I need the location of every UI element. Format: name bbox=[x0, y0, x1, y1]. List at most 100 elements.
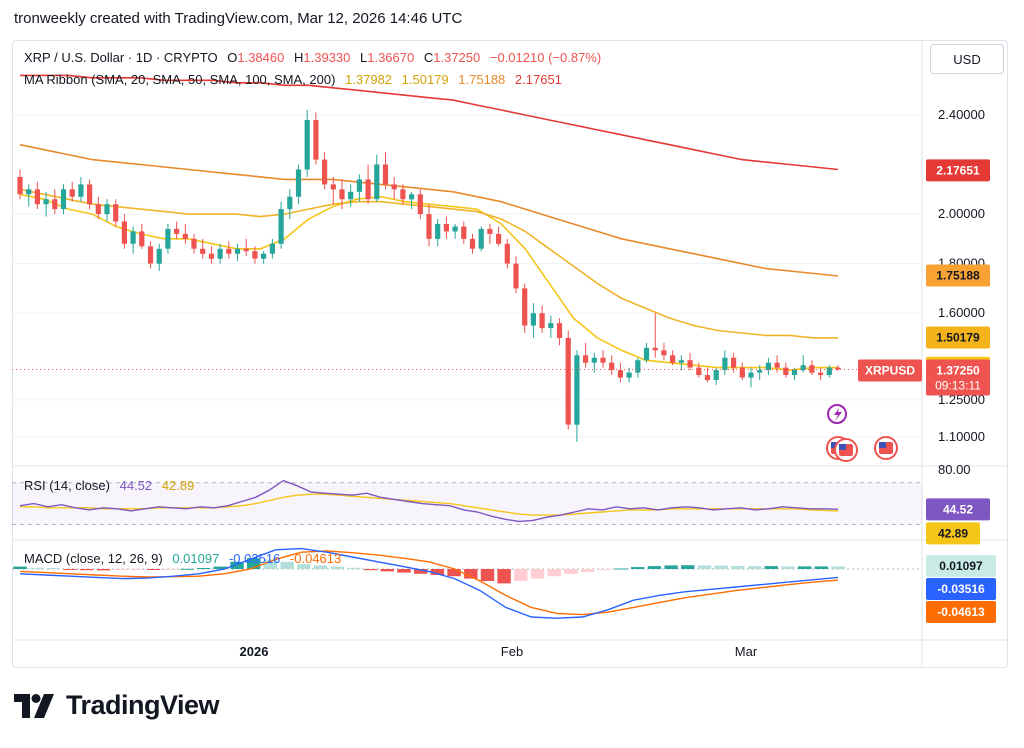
tradingview-mark-icon bbox=[14, 693, 54, 718]
macd-signal-badge-bg bbox=[926, 601, 996, 623]
macd-histogram-bar bbox=[180, 568, 194, 570]
candle-body bbox=[400, 189, 406, 200]
candle-body bbox=[295, 169, 302, 197]
currency-button[interactable]: USD bbox=[930, 44, 1004, 74]
rsi-line bbox=[19, 479, 839, 523]
candle-body bbox=[208, 253, 214, 259]
candle-body bbox=[374, 164, 380, 200]
close-label: C1.37250 bbox=[423, 50, 481, 65]
macd-histogram-bar bbox=[313, 565, 328, 569]
macd-histogram-bar bbox=[464, 569, 478, 579]
candle-body bbox=[200, 248, 206, 254]
chart-attribution: tronweekly created with TradingView.com,… bbox=[14, 10, 463, 27]
macd-histogram-bar bbox=[831, 566, 845, 569]
candle-body bbox=[269, 243, 275, 254]
symbol-badge-bg bbox=[858, 359, 922, 382]
macd-histogram-bar bbox=[30, 567, 44, 569]
chart-frame bbox=[12, 40, 1008, 668]
low-label: L1.36670 bbox=[360, 50, 415, 65]
candle-body bbox=[69, 189, 75, 197]
rsi-legend: RSI (14, close) 44.52 42.89 bbox=[24, 478, 200, 493]
candle-body bbox=[382, 164, 389, 185]
macd-histogram-bar bbox=[731, 565, 745, 569]
price-tick-label: 2.40000 bbox=[938, 107, 985, 122]
candle-body bbox=[591, 357, 597, 363]
ma50-badge: 1.50179 bbox=[936, 330, 980, 344]
macd-histogram-bar bbox=[13, 566, 27, 569]
candle-body bbox=[287, 196, 293, 210]
macd-histogram-bar bbox=[547, 569, 561, 577]
candle-body bbox=[643, 347, 650, 361]
candle-body bbox=[731, 357, 737, 368]
candle-body bbox=[791, 370, 798, 376]
candle-body bbox=[522, 288, 528, 326]
candle-body bbox=[234, 248, 241, 254]
macd-histogram-bar bbox=[764, 566, 778, 569]
us-flag-canton bbox=[839, 444, 846, 450]
tradingview-wordmark: TradingView bbox=[66, 690, 220, 720]
macd-histogram-bar bbox=[130, 569, 144, 570]
macd-histogram-bar bbox=[597, 569, 611, 571]
candle-body bbox=[565, 337, 571, 425]
candle-body bbox=[191, 238, 197, 249]
price-tick-label: 1.10000 bbox=[938, 429, 985, 444]
candle-body bbox=[530, 313, 536, 326]
macd-histogram-bar bbox=[163, 569, 177, 570]
candle-body bbox=[609, 362, 615, 371]
macd-histogram-bar bbox=[230, 561, 244, 569]
candle-body bbox=[800, 365, 806, 371]
macd-badge-bg bbox=[926, 578, 996, 600]
candle-body bbox=[617, 370, 623, 378]
ma200-value: 2.17651 bbox=[514, 72, 562, 87]
price-badge-bg bbox=[926, 359, 990, 396]
candle-body bbox=[539, 313, 545, 329]
candle-body bbox=[348, 191, 354, 200]
candle-body bbox=[504, 243, 510, 264]
ma20-value: 1.37982 bbox=[345, 72, 393, 87]
macd-histogram-bar bbox=[430, 569, 445, 575]
candle-body bbox=[217, 248, 223, 259]
macd-line bbox=[19, 547, 839, 619]
high-label: H1.39330 bbox=[293, 50, 351, 65]
price-tick-label: 2.00000 bbox=[938, 206, 985, 221]
rsi-value: 44.52 bbox=[119, 478, 153, 493]
us-flag-canton bbox=[879, 442, 886, 448]
chart-canvas[interactable]: 2.400002.000001.800001.600001.250001.100… bbox=[0, 0, 1024, 680]
macd-histogram-bar bbox=[46, 568, 61, 569]
candle-body bbox=[826, 367, 832, 375]
candle-body bbox=[496, 233, 502, 244]
candle-body bbox=[757, 370, 763, 373]
macd-histogram-bar bbox=[80, 569, 94, 571]
macd-histogram-bar bbox=[681, 565, 695, 569]
macd-histogram-bar bbox=[564, 569, 578, 574]
macd-histogram-bar bbox=[347, 567, 361, 569]
ma-ribbon-title: MA Ribbon (SMA, 20, SMA, 50, SMA, 100, S… bbox=[24, 72, 336, 87]
candle-body bbox=[783, 367, 789, 375]
rsi-ma-value: 42.89 bbox=[161, 478, 195, 493]
candle-body bbox=[313, 120, 319, 160]
macd-histogram-bar bbox=[530, 569, 545, 579]
macd-badge: -0.03516 bbox=[937, 582, 985, 596]
rsi-ma-badge-bg bbox=[926, 522, 980, 545]
time-axis-label: Mar bbox=[735, 644, 758, 659]
candle-body bbox=[147, 246, 154, 264]
us-flag-canton bbox=[831, 442, 838, 448]
macd-histogram-bar bbox=[647, 566, 662, 569]
ma-ribbon-legend: MA Ribbon (SMA, 20, SMA, 50, SMA, 100, S… bbox=[24, 72, 568, 87]
price-tick-label: 1.60000 bbox=[938, 305, 985, 320]
candle-body bbox=[95, 204, 101, 215]
symbol-legend: XRP / U.S. Dollar · 1D · CRYPTO O1.38460… bbox=[24, 50, 607, 65]
macd-histogram-bar bbox=[614, 568, 628, 570]
candle-body bbox=[600, 357, 606, 363]
candle-body bbox=[661, 350, 667, 356]
macd-signal-value: -0.04613 bbox=[289, 551, 342, 566]
macd-histogram-bar bbox=[514, 569, 528, 581]
ma50-value: 1.50179 bbox=[401, 72, 449, 87]
candle-body bbox=[17, 176, 23, 195]
candle-body bbox=[713, 370, 719, 380]
candle-body bbox=[356, 179, 362, 192]
time-axis-label: 2026 bbox=[240, 644, 269, 659]
macd-histogram-bar bbox=[714, 565, 728, 569]
candle-body bbox=[461, 226, 467, 239]
candle-body bbox=[243, 248, 249, 252]
